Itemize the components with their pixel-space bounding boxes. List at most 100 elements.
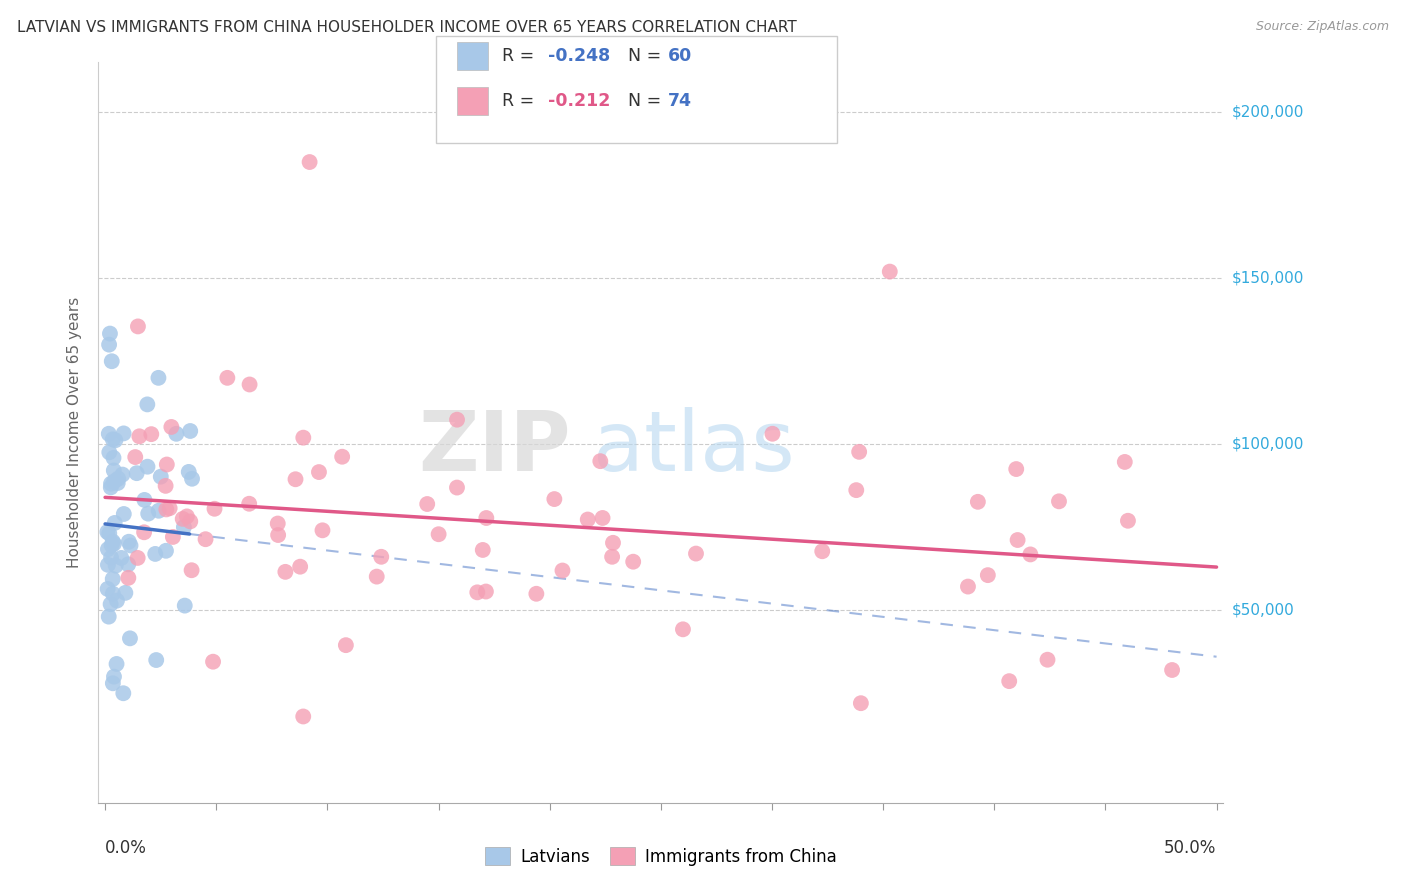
Point [162,530,184,544]
Point [103,475,125,489]
Point [446,481,468,495]
Point [97,609,120,624]
Point [366,569,388,583]
Text: ZIP: ZIP [419,407,571,488]
Point [600,549,623,564]
Point [141,427,163,442]
Point [101,433,124,447]
Point [159,501,181,516]
Point [475,511,498,525]
Point [118,534,141,549]
Point [118,632,141,646]
Point [179,515,201,529]
Point [202,655,225,669]
Text: 0.0%: 0.0% [105,839,148,857]
Point [685,547,707,561]
Point [172,512,194,526]
Point [107,475,129,490]
Text: Source: ZipAtlas.com: Source: ZipAtlas.com [1256,20,1389,33]
Point [124,450,146,464]
Point [267,528,290,542]
Text: LATVIAN VS IMMIGRANTS FROM CHINA HOUSEHOLDER INCOME OVER 65 YEARS CORRELATION CH: LATVIAN VS IMMIGRANTS FROM CHINA HOUSEHO… [17,20,797,35]
Point [177,465,200,479]
Text: $200,000: $200,000 [1232,104,1303,120]
Point [112,507,135,521]
Point [311,524,333,538]
Point [465,585,488,599]
Point [136,397,159,411]
Point [117,571,139,585]
Point [101,534,124,549]
Point [416,497,439,511]
Point [98,337,121,351]
Point [103,537,125,551]
Point [149,469,172,483]
Text: -0.212: -0.212 [548,92,610,110]
Point [845,483,868,497]
Text: $50,000: $50,000 [1232,603,1295,618]
Point [101,676,124,690]
Text: -0.248: -0.248 [548,47,610,65]
Point [155,543,177,558]
Point [97,558,120,572]
Point [120,539,142,553]
Point [101,587,124,601]
Point [308,465,330,479]
Point [181,472,204,486]
Point [111,467,134,482]
Point [155,479,177,493]
Point [165,426,187,441]
Point [132,525,155,540]
Point [105,657,128,671]
Point [112,426,135,441]
Point [543,492,565,507]
Y-axis label: Householder Income Over 65 years: Householder Income Over 65 years [67,297,83,568]
Point [105,593,128,607]
Point [602,536,624,550]
Point [592,511,614,525]
Point [145,653,167,667]
Point [110,550,132,565]
Point [103,670,125,684]
Point [1114,455,1136,469]
Point [98,445,121,459]
Point [155,502,177,516]
Point [879,264,901,278]
Point [127,550,149,565]
Text: N =: N = [628,92,668,110]
Point [100,480,122,494]
Point [173,599,195,613]
Point [100,476,122,491]
Text: 50.0%: 50.0% [1164,839,1216,857]
Point [292,431,315,445]
Point [1036,653,1059,667]
Text: $100,000: $100,000 [1232,437,1303,451]
Point [104,558,127,573]
Point [284,472,307,486]
Point [589,454,612,468]
Point [160,420,183,434]
Point [1005,462,1028,476]
Point [128,429,150,443]
Point [103,450,125,465]
Point [96,524,118,539]
Text: $150,000: $150,000 [1232,271,1303,285]
Point [100,597,122,611]
Text: R =: R = [502,47,540,65]
Point [427,527,450,541]
Point [194,532,217,546]
Point [288,559,311,574]
Point [335,638,357,652]
Point [97,426,120,441]
Point [966,495,988,509]
Point [148,371,170,385]
Point [274,565,297,579]
Text: 60: 60 [668,47,692,65]
Point [100,538,122,552]
Point [292,709,315,723]
Point [112,686,135,700]
Point [848,445,870,459]
Point [114,586,136,600]
Point [621,555,644,569]
Point [127,319,149,334]
